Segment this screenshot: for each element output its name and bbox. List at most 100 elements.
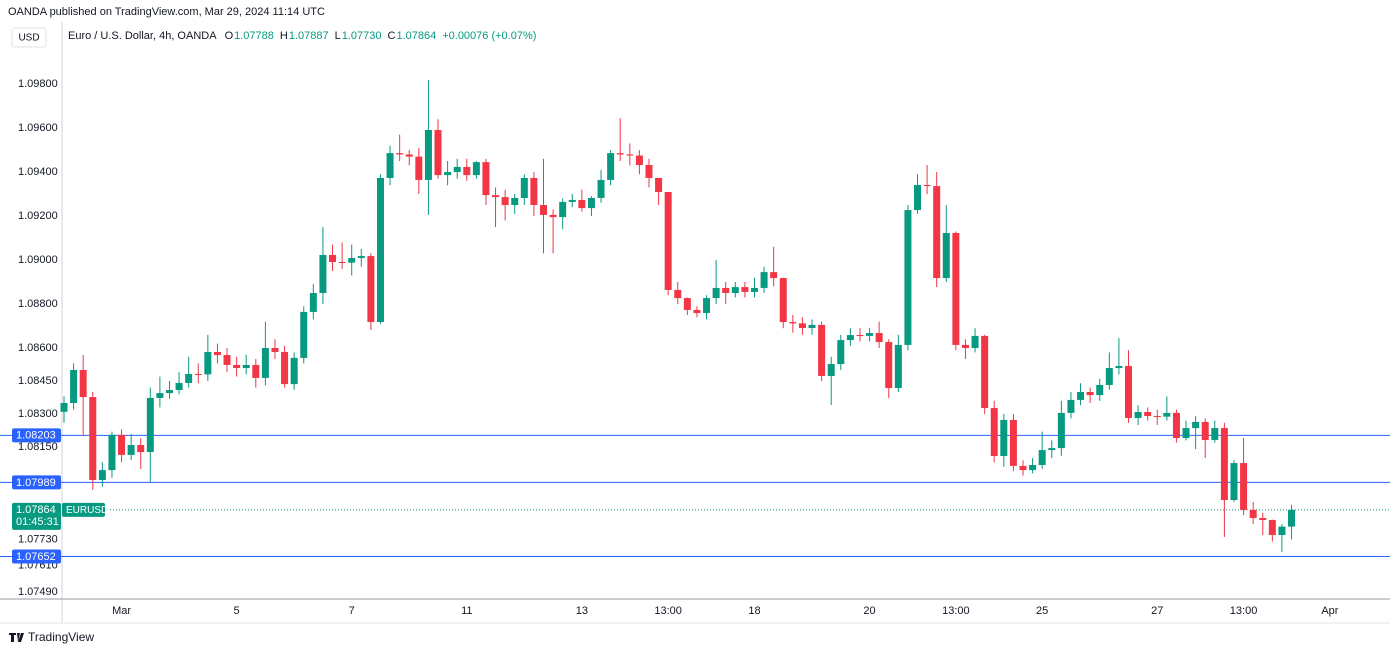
candle-body bbox=[549, 214, 557, 218]
candle-body bbox=[597, 179, 605, 198]
candle-body bbox=[396, 153, 404, 155]
footer-logo bbox=[9, 633, 24, 642]
candle-body bbox=[252, 364, 260, 378]
candle-body bbox=[1019, 465, 1027, 471]
x-tick-label: 20 bbox=[863, 605, 875, 617]
candle-body bbox=[290, 357, 298, 385]
candle-body bbox=[607, 153, 615, 180]
candle-body bbox=[261, 348, 269, 378]
candle-body bbox=[866, 333, 874, 336]
candle-body bbox=[386, 153, 394, 178]
candle-body bbox=[559, 201, 567, 218]
candle-body bbox=[1172, 412, 1180, 438]
y-tick-label: 1.09800 bbox=[18, 78, 58, 90]
candle-body bbox=[808, 324, 816, 328]
y-tick-label: 1.08150 bbox=[18, 441, 58, 453]
candle-body bbox=[520, 177, 528, 198]
x-tick-label: 13:00 bbox=[654, 605, 682, 617]
candle-body bbox=[1009, 419, 1017, 466]
candle-body bbox=[664, 192, 672, 290]
candle-body bbox=[1278, 526, 1286, 535]
x-tick-label: Mar bbox=[112, 605, 131, 617]
level-label-box bbox=[12, 475, 61, 490]
candle-body bbox=[118, 434, 126, 455]
change: +0.00076 (+0.07%) bbox=[442, 30, 536, 42]
footer: TradingView bbox=[28, 630, 94, 644]
candle-body bbox=[70, 370, 78, 404]
y-tick-label: 1.07490 bbox=[18, 586, 58, 598]
x-tick-label: 25 bbox=[1036, 605, 1048, 617]
y-tick-label: 1.08450 bbox=[18, 375, 58, 387]
x-tick-label: 7 bbox=[349, 605, 355, 617]
candle-body bbox=[933, 186, 941, 279]
candle-body bbox=[444, 172, 452, 176]
y-tick-label: 1.09600 bbox=[18, 122, 58, 134]
candle-body bbox=[914, 185, 922, 211]
candle-body bbox=[770, 272, 778, 279]
candle-body bbox=[242, 364, 250, 369]
candle-body bbox=[1048, 448, 1056, 451]
candle-body bbox=[165, 390, 173, 394]
candle-body bbox=[1029, 465, 1037, 471]
candle-body bbox=[482, 162, 490, 196]
ohlc-letter: H bbox=[280, 30, 288, 42]
candle-body bbox=[434, 130, 442, 176]
candle-body bbox=[1288, 509, 1296, 527]
price-label-box bbox=[12, 502, 61, 530]
candle-body bbox=[722, 287, 730, 294]
candle-body bbox=[319, 254, 327, 294]
candle-body bbox=[1000, 419, 1008, 457]
candle-body bbox=[568, 199, 576, 202]
candle-body bbox=[818, 324, 826, 376]
candle-body bbox=[1134, 412, 1142, 418]
candle-body bbox=[885, 342, 893, 389]
candle-body bbox=[952, 232, 960, 345]
candle-body bbox=[1144, 412, 1152, 416]
candle-body bbox=[1259, 518, 1267, 521]
candle-body bbox=[79, 370, 87, 398]
candle-body bbox=[1057, 412, 1065, 449]
level-label: 1.07652 bbox=[16, 551, 56, 563]
candle-body bbox=[492, 195, 500, 198]
candle-body bbox=[712, 287, 720, 299]
candle-body bbox=[750, 287, 758, 292]
candle-body bbox=[415, 156, 423, 180]
candle-body bbox=[300, 311, 308, 358]
ohlc-letter: C bbox=[388, 30, 396, 42]
candle-body bbox=[616, 153, 624, 155]
candle-body bbox=[693, 309, 701, 314]
candle-body bbox=[98, 470, 106, 480]
countdown: 01:45:31 bbox=[16, 516, 59, 528]
candle-body bbox=[1153, 415, 1161, 417]
candle-body bbox=[309, 293, 317, 312]
candle-body bbox=[1182, 428, 1190, 438]
candle-body bbox=[923, 185, 931, 187]
candle-body bbox=[194, 373, 202, 375]
candle-body bbox=[894, 344, 902, 389]
candle-body bbox=[233, 364, 241, 369]
candle-body bbox=[961, 344, 969, 349]
candle-body bbox=[424, 130, 432, 180]
candle-body bbox=[846, 335, 854, 341]
candle-body bbox=[1268, 520, 1276, 535]
candle-body bbox=[348, 258, 356, 263]
candle-body bbox=[587, 197, 595, 209]
candle-body bbox=[904, 210, 912, 345]
currency: USD bbox=[18, 33, 39, 44]
candle-body bbox=[137, 445, 145, 453]
candle-body bbox=[1220, 428, 1228, 501]
x-tick-label: Apr bbox=[1321, 605, 1338, 617]
y-tick-label: 1.08800 bbox=[18, 298, 58, 310]
x-tick-label: 13:00 bbox=[942, 605, 970, 617]
candle-body bbox=[635, 155, 643, 165]
candle-body bbox=[760, 272, 768, 288]
x-tick-label: 11 bbox=[461, 605, 472, 617]
candle-body bbox=[357, 256, 365, 259]
candle-body bbox=[1201, 421, 1209, 440]
currency-box bbox=[11, 27, 47, 48]
candle-body bbox=[463, 166, 471, 176]
candle-body bbox=[1077, 392, 1085, 400]
candle-body bbox=[837, 340, 845, 365]
candle-body bbox=[645, 164, 653, 178]
